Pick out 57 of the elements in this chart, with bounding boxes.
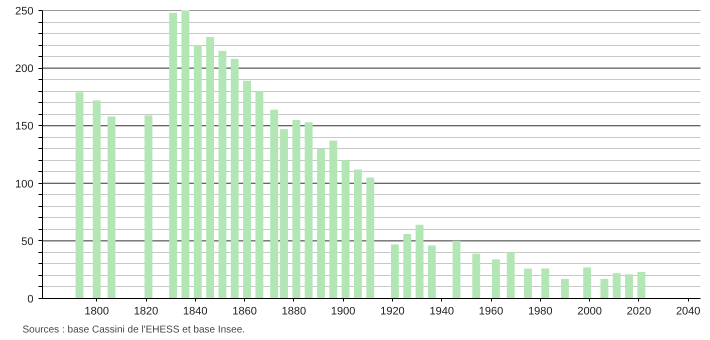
x-tick-label: 1980 <box>528 306 553 318</box>
bar <box>492 259 500 298</box>
bar <box>144 115 152 298</box>
x-tick-label: 1920 <box>380 306 405 318</box>
bar <box>218 50 226 298</box>
source-note: Sources : base Cassini de l'EHESS et base Insee. <box>22 324 246 336</box>
bar <box>506 252 515 298</box>
bar <box>342 160 350 298</box>
bar <box>583 267 592 298</box>
bar <box>270 110 278 298</box>
bar <box>206 36 214 298</box>
x-tick-label: 1960 <box>478 306 504 318</box>
bar <box>524 268 532 298</box>
bar <box>416 224 424 298</box>
bar <box>541 268 550 298</box>
y-tick-label: 250 <box>15 6 34 18</box>
x-tick-label: 1880 <box>282 306 306 318</box>
y-tick-label: 100 <box>15 178 34 190</box>
bar <box>92 100 101 298</box>
x-tick-label: 1900 <box>330 306 356 318</box>
bar <box>390 244 399 298</box>
y-tick-label: 50 <box>21 236 34 248</box>
bar <box>292 120 300 298</box>
bar <box>243 80 251 298</box>
bar <box>230 58 239 298</box>
x-tick-label: 1860 <box>232 306 257 318</box>
bar <box>428 246 436 298</box>
bar <box>317 148 325 298</box>
x-tick-label: 2040 <box>676 306 700 318</box>
bar <box>561 278 569 298</box>
bar <box>255 91 264 298</box>
bar <box>612 273 621 298</box>
bar <box>472 254 480 298</box>
y-tick-label: 150 <box>15 120 34 133</box>
x-tick-label: 2000 <box>577 306 602 318</box>
bar <box>354 169 362 298</box>
x-tick-label: 1820 <box>134 306 158 318</box>
bar <box>600 278 608 298</box>
x-tick-label: 2020 <box>626 306 652 318</box>
x-tick-label: 1940 <box>430 306 454 318</box>
x-tick-label: 1840 <box>183 306 208 318</box>
y-tick-label: 0 <box>27 294 34 306</box>
bar <box>625 274 633 298</box>
bar <box>108 116 116 298</box>
bar <box>76 92 84 298</box>
bar <box>637 272 646 298</box>
bar <box>169 12 178 298</box>
bar <box>181 10 190 298</box>
bar <box>280 129 288 298</box>
bar <box>304 122 313 298</box>
bar <box>452 240 460 298</box>
bar <box>329 140 338 298</box>
x-tick-label: 1800 <box>84 306 109 318</box>
bar <box>366 178 374 298</box>
y-tick-label: 200 <box>15 63 34 76</box>
bar <box>194 45 202 298</box>
bar <box>403 234 412 298</box>
